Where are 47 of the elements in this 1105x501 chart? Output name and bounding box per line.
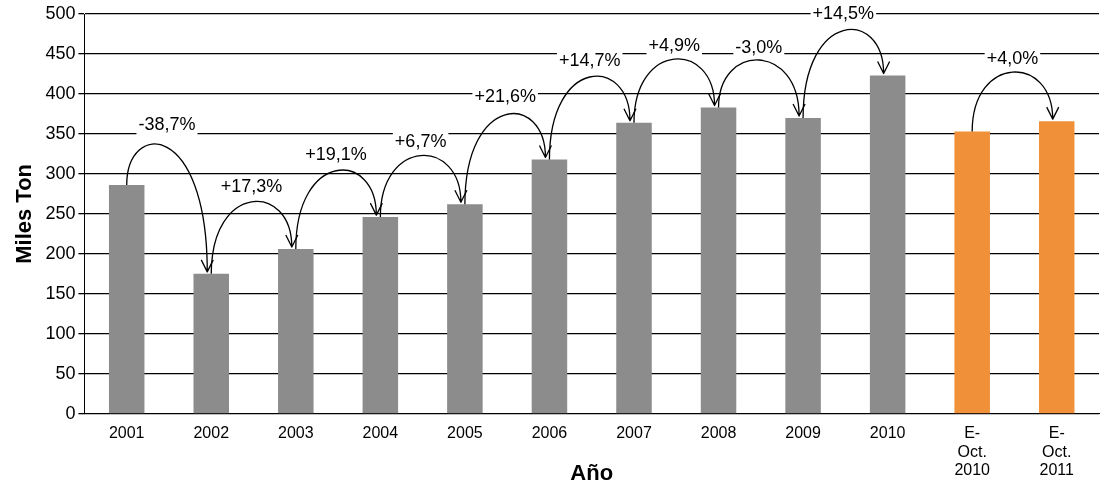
annotation: -3,0%: [735, 36, 783, 57]
y-tick-label: 50: [55, 362, 76, 383]
y-tick-label: 150: [45, 282, 76, 303]
annotation: +21,6%: [474, 86, 536, 107]
y-tick-label: 300: [45, 162, 76, 183]
annotation: -38,7%: [138, 114, 196, 135]
y-tick-label: 350: [45, 122, 76, 143]
bar: [531, 159, 568, 414]
y-axis-title: Miles Ton: [11, 163, 37, 264]
x-tick-label: 2003: [278, 424, 314, 442]
annotation: +6,7%: [394, 131, 447, 152]
y-tick-label: 450: [45, 42, 76, 63]
bar: [278, 249, 314, 414]
bar: [700, 107, 737, 414]
y-tick-label: 200: [45, 242, 76, 263]
annotation: +19,1%: [305, 144, 367, 165]
bar: [108, 185, 145, 414]
bar: [616, 122, 652, 414]
x-tick-label: 2006: [531, 424, 568, 442]
x-tick-label: 2001: [108, 424, 145, 442]
annotation: +4,9%: [648, 34, 701, 55]
x-tick-label: 2010: [869, 424, 906, 442]
x-tick-label: E- Oct. 2010: [954, 424, 991, 479]
x-tick-label: 2008: [700, 424, 737, 442]
annotation: +14,5%: [812, 2, 875, 23]
y-tick-label: 400: [45, 82, 76, 103]
x-axis-title: Año: [570, 460, 614, 486]
y-tick-label: 250: [45, 202, 76, 223]
y-tick-label: 100: [45, 322, 76, 343]
bar: [1038, 121, 1075, 414]
y-tick-label: 0: [65, 402, 76, 423]
bar: [447, 204, 483, 414]
bar: [785, 117, 821, 414]
y-tick-label: 500: [45, 2, 76, 23]
bar: [362, 217, 399, 414]
bar: [193, 273, 230, 414]
annotation: +17,3%: [220, 176, 283, 197]
x-tick-label: 2004: [362, 424, 399, 442]
x-tick-label: E- Oct. 2011: [1039, 424, 1075, 479]
bar: [869, 75, 906, 414]
annotation: +14,7%: [558, 49, 621, 70]
x-tick-label: 2002: [193, 424, 230, 442]
x-tick-label: 2005: [447, 424, 483, 442]
annotation: +4,0%: [986, 48, 1039, 69]
x-tick-label: 2007: [616, 424, 652, 442]
x-tick-label: 2009: [785, 424, 821, 442]
bar: [954, 131, 990, 414]
